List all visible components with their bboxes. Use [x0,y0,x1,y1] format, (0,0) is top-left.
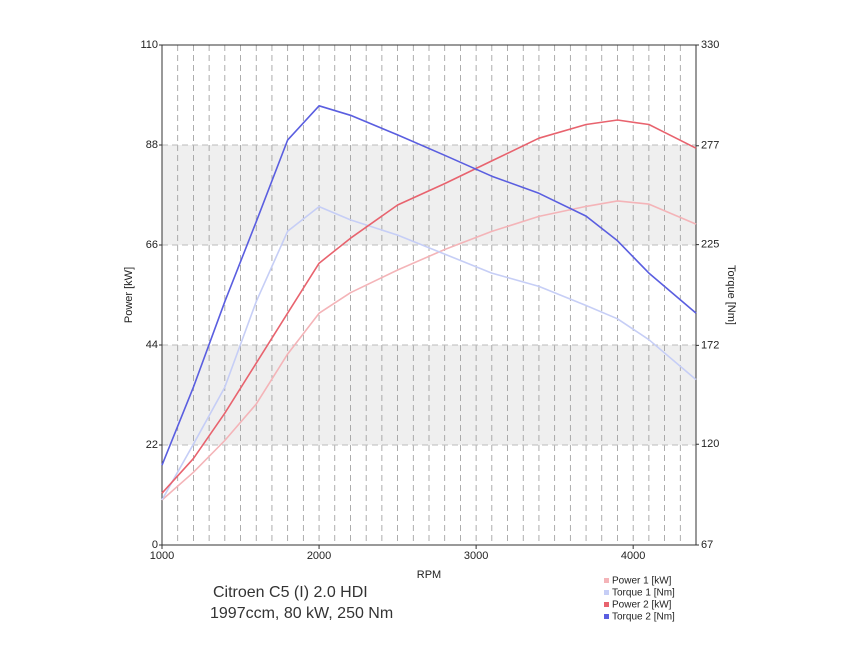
legend-label: Torque 2 [Nm] [612,612,675,623]
y-tick-label: 0 [152,539,158,551]
legend-swatch [604,602,609,607]
y-axis-label: Power [kW] [123,267,135,323]
y-tick-label: 44 [146,339,158,351]
plot-frame [161,44,697,546]
series-line [161,119,697,494]
chart-title: Citroen C5 (I) 2.0 HDI [213,584,368,601]
legend-swatch [604,614,609,619]
y2-tick-label: 277 [701,140,719,152]
y2-tick-label: 330 [701,39,719,51]
y-tick-label: 22 [146,439,158,451]
x-tick-label: 3000 [464,550,488,562]
x-axis-label: RPM [417,569,441,581]
y-tick-label: 110 [140,39,158,51]
x-tick-label: 4000 [621,550,645,562]
y-tick-label: 88 [146,139,158,151]
series-line [161,105,697,466]
y2-axis-label: Torque [Nm] [725,265,737,325]
y-tick-label: 66 [146,239,158,251]
y2-tick-label: 67 [701,539,713,551]
legend-label: Power 1 [kW] [612,576,672,587]
legend-label: Power 2 [kW] [612,600,672,611]
legend-label: Torque 1 [Nm] [612,588,675,599]
legend-swatch [604,578,609,583]
x-tick-label: 2000 [307,550,331,562]
y2-tick-label: 172 [701,339,719,351]
y2-tick-label: 225 [701,239,719,251]
x-tick-label: 1000 [150,550,174,562]
chart-subtitle: 1997ccm, 80 kW, 250 Nm [210,605,393,622]
legend-swatch [604,590,609,595]
series-line [161,200,697,501]
series-line [161,205,697,501]
y2-tick-label: 120 [701,438,719,450]
